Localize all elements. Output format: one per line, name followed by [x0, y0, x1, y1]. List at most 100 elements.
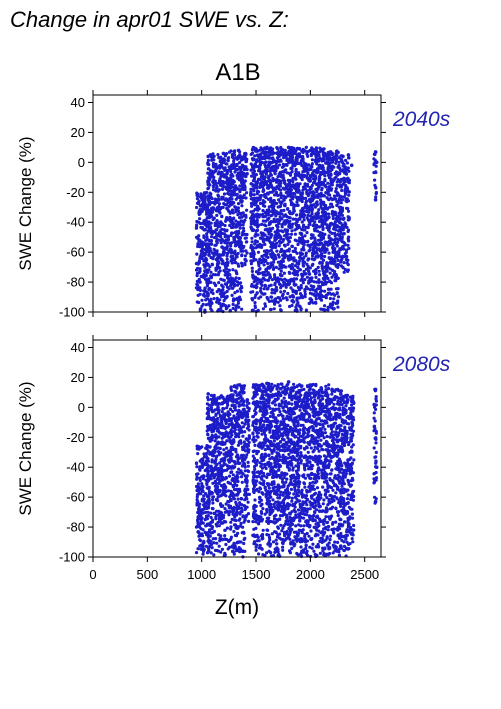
scatter-point [261, 185, 265, 189]
scatter-point [266, 278, 270, 282]
scatter-point [276, 300, 280, 304]
scatter-point [299, 175, 303, 179]
scatter-point [304, 254, 308, 258]
scatter-point [373, 150, 378, 154]
scatter-point [243, 218, 247, 222]
scatter-point [338, 168, 342, 172]
scatter-point [242, 504, 246, 508]
scatter-point [282, 164, 286, 168]
scatter-point [225, 510, 229, 514]
scatter-point [323, 295, 327, 299]
scatter-point [238, 154, 242, 158]
scatter-point [196, 236, 200, 241]
scatter-point [301, 159, 305, 163]
scatter-point [220, 478, 225, 482]
scatter-point [345, 225, 349, 229]
scatter-point [226, 261, 230, 265]
scatter-point [316, 238, 320, 242]
scatter-point [240, 445, 245, 449]
scatter-point [218, 292, 222, 296]
scatter-point [210, 430, 214, 434]
scatter-point [236, 299, 241, 303]
scatter-point [329, 182, 333, 186]
scatter-point [331, 222, 335, 226]
scatter-point [227, 504, 231, 508]
scatter-point [299, 283, 303, 288]
scatter-point [251, 183, 256, 187]
scatter-point [293, 186, 297, 190]
scatter-point [229, 441, 234, 445]
scatter-point [340, 195, 344, 199]
scatter-point [279, 235, 283, 239]
point-band [240, 151, 249, 268]
scatter-point [235, 255, 239, 259]
scatter-point [308, 266, 312, 270]
scatter-point [282, 208, 286, 212]
scatter-point [346, 209, 351, 213]
scatter-point [201, 541, 205, 546]
scatter-point [217, 165, 221, 169]
scatter-point [197, 512, 201, 516]
scatter-point [206, 535, 210, 539]
scatter-point [220, 283, 224, 287]
scatter-point [241, 226, 245, 230]
scatter-point [208, 213, 212, 217]
scatter-point [301, 528, 305, 532]
scatter-point [268, 307, 273, 312]
scatter-point [272, 199, 276, 203]
scatter-point [241, 187, 246, 192]
scatter-point [263, 195, 267, 199]
scatter-point [195, 205, 199, 210]
scatter-point [328, 230, 332, 234]
scatter-point [202, 263, 206, 267]
scatter-point [347, 156, 351, 160]
scatter-point [224, 239, 228, 243]
scatter-point [347, 178, 351, 182]
scatter-point [257, 268, 261, 272]
scatter-point [194, 268, 199, 272]
scatter-point [226, 425, 230, 429]
scatter-point [254, 222, 258, 226]
scatter-point [232, 509, 236, 513]
scatter-point [250, 151, 255, 155]
scatter-point [276, 231, 280, 235]
scatter-point [337, 219, 341, 223]
scatter-point [228, 167, 232, 171]
scatter-point [316, 195, 320, 200]
scatter-point [205, 258, 209, 262]
scatter-point [307, 269, 311, 273]
scatter-point [283, 277, 287, 281]
scatter-point [236, 206, 240, 210]
scatter-point [217, 266, 222, 270]
scatter-point [214, 433, 218, 437]
scatter-point [240, 179, 245, 183]
scatter-point [297, 288, 301, 292]
scatter-point [263, 200, 267, 204]
scatter-point [311, 301, 315, 305]
scatter-point [272, 217, 276, 221]
scatter-point [272, 178, 276, 182]
scatter-point [263, 163, 267, 167]
scatter-point [251, 209, 256, 213]
scatter-point [317, 219, 322, 224]
scatter-point [249, 259, 253, 263]
scatter-point [344, 172, 349, 176]
scatter-point [374, 192, 378, 196]
scatter-point [200, 516, 204, 520]
scatter-point [209, 467, 213, 471]
scatter-point [374, 186, 378, 190]
scatter-point [269, 245, 273, 249]
scatter-point [325, 160, 329, 164]
scatter-point [317, 294, 321, 298]
scatter-point [309, 153, 313, 158]
scatter-point [286, 145, 291, 150]
scatter-point [210, 418, 214, 422]
scatter-point [197, 220, 201, 224]
scatter-point [265, 287, 269, 291]
scatter-point [232, 216, 236, 220]
scatter-point [202, 452, 206, 456]
scatter-point [323, 183, 327, 188]
scatter-point [201, 521, 205, 525]
scatter-point [293, 192, 297, 196]
scatter-point [309, 284, 313, 288]
